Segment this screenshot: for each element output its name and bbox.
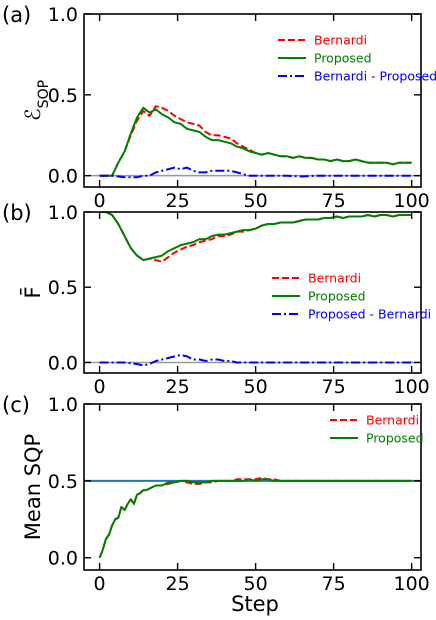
x-tick-label: 50 [244, 190, 268, 212]
panel-label: (c) [2, 393, 30, 417]
legend-entry: Proposed [366, 431, 424, 446]
legend-entry: Bernardi [314, 33, 367, 48]
legend-entry: Proposed [314, 51, 372, 66]
y-axis-label: Mean SQP [21, 434, 45, 540]
y-axis-label: ℰSOP [21, 80, 52, 121]
x-tick-label: 25 [166, 190, 190, 212]
plot-frame [83, 403, 422, 571]
x-tick-label: 0 [94, 573, 106, 595]
panel-2: 0 25 50 75 100 0.0 0.5 1.0 (b) F̄ Bernardi Proposed… [2, 201, 431, 398]
legend-entry: Proposed - Bernardi [308, 307, 431, 322]
legend: Bernardi Proposed Bernardi - Proposed [278, 33, 436, 84]
series-line-bernardi-proposed [99, 166, 412, 179]
plot-frame [83, 211, 422, 374]
y-tick-label: 0.5 [48, 277, 78, 299]
legend-entry: Bernardi [308, 271, 361, 286]
panel-3: 0 25 50 75 100 0.0 0.5 1.0 (c) Mean SQP Bernardi Pr… [2, 393, 430, 595]
x-tick-label: 100 [394, 376, 430, 398]
y-tick-label: 1.0 [48, 202, 78, 224]
x-axis-label: Step [231, 592, 279, 616]
series-line-proposed [99, 212, 412, 262]
y-tick-label: 0.5 [48, 85, 78, 107]
y-tick-label: 1.0 [48, 4, 78, 26]
series-line-proposed [98, 478, 412, 559]
panel-1: 0 25 50 75 100 0.0 0.5 1.0 (a) ℰSOP Bernardi Propos… [2, 3, 436, 212]
y-tick-label: 0.0 [48, 548, 78, 570]
panel-label: (b) [2, 201, 32, 225]
y-tick-label: 0.0 [48, 166, 78, 188]
y-tick-label: 0.5 [48, 471, 78, 493]
panel-label: (a) [2, 3, 31, 27]
x-tick-label: 100 [394, 190, 430, 212]
series-line-bernardi [99, 105, 412, 177]
legend-entry: Proposed [308, 289, 366, 304]
legend: Bernardi Proposed Proposed - Bernardi [272, 271, 431, 322]
legend-entry: Bernardi - Proposed [314, 69, 436, 84]
x-tick-label: 0 [94, 376, 106, 398]
y-tick-label: 0.0 [48, 352, 78, 374]
x-tick-label: 75 [322, 573, 346, 595]
x-tick-label: 75 [322, 190, 346, 212]
x-tick-label: 100 [394, 573, 430, 595]
x-tick-label: 0 [94, 190, 106, 212]
legend: Bernardi Proposed [330, 413, 424, 446]
x-tick-label: 50 [244, 376, 268, 398]
panels: 0 25 50 75 100 0.0 0.5 1.0 (a) ℰSOP Bernardi Propos… [2, 3, 436, 595]
legend-entry: Bernardi [366, 413, 419, 428]
x-tick-label: 50 [244, 573, 268, 595]
plot-frame [83, 13, 422, 188]
x-tick-label: 25 [166, 573, 190, 595]
x-tick-label: 75 [322, 376, 346, 398]
series-line-bernardi [99, 212, 412, 263]
y-tick-label: 1.0 [48, 394, 78, 416]
series-line-proposed-bernardi [99, 353, 412, 367]
y-axis-label: F̄ [20, 286, 45, 298]
x-tick-label: 25 [166, 376, 190, 398]
series-line-proposed [99, 106, 412, 177]
